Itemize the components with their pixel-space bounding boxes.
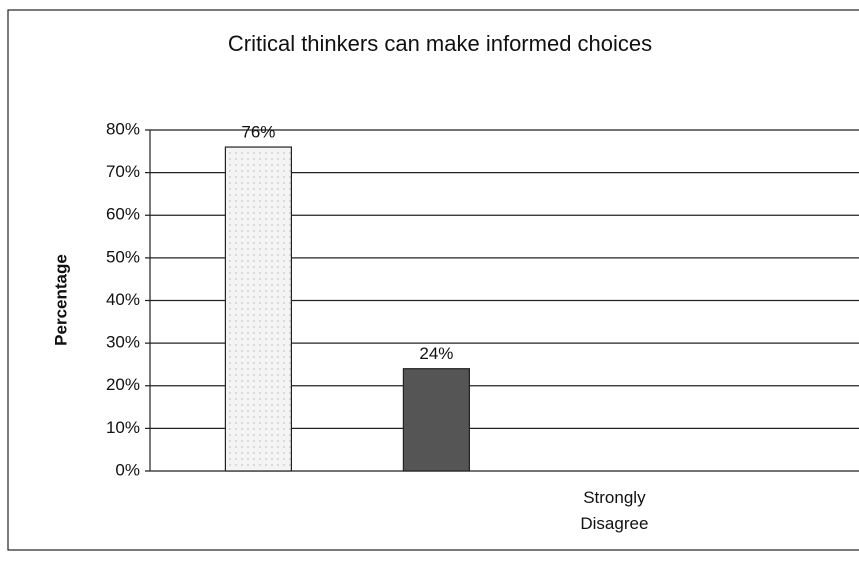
y-tick-label: 50% <box>106 247 140 266</box>
bar <box>402 368 470 472</box>
chart-frame <box>7 9 859 551</box>
y-tick-label: 30% <box>106 333 140 352</box>
y-tick-label: 20% <box>106 375 140 394</box>
chart-title: Critical thinkers can make informed choi… <box>228 31 652 56</box>
bar <box>224 146 292 472</box>
y-tick-label: 70% <box>106 162 140 181</box>
data-label: 24% <box>419 344 453 363</box>
y-axis-label: Percentage <box>51 254 70 346</box>
data-label: 76% <box>241 123 275 142</box>
y-tick-label: 10% <box>106 418 140 437</box>
y-tick-label: 60% <box>106 205 140 224</box>
y-tick-label: 40% <box>106 290 140 309</box>
x-tick-label: Strongly Disagree <box>580 488 648 533</box>
y-tick-label: 0% <box>115 460 140 479</box>
y-tick-label: 80% <box>106 119 140 138</box>
